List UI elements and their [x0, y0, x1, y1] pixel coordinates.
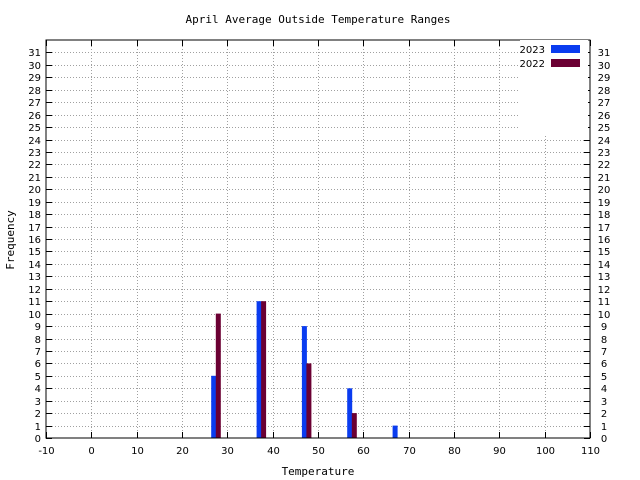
y-tick-label-left: 13	[28, 272, 41, 283]
legend: 2023 2022	[520, 40, 588, 134]
legend-label-2022: 2022	[520, 59, 545, 70]
bar-2022	[261, 301, 267, 438]
y-tick-label-right: 16	[598, 235, 611, 246]
bars	[211, 301, 398, 439]
y-tick-label-right: 7	[601, 347, 607, 358]
bar-2023	[301, 326, 307, 438]
x-tick-label: 60	[357, 446, 370, 457]
y-tick-label-left: 19	[28, 198, 41, 209]
bar-2022	[351, 413, 357, 438]
y-tick-label-left: 9	[35, 322, 41, 333]
y-tick-label-left: 22	[28, 160, 41, 171]
x-tick-label: 20	[176, 446, 189, 457]
y-tick-label-right: 6	[601, 359, 607, 370]
y-tick-label-left: 26	[28, 111, 41, 122]
bar-2022	[215, 313, 221, 438]
y-tick-label-right: 8	[601, 335, 607, 346]
y-tick-label-right: 4	[601, 384, 607, 395]
y-tick-label-right: 24	[598, 136, 611, 147]
y-tick-label-left: 17	[28, 223, 41, 234]
y-tick-label-left: 23	[28, 148, 41, 159]
y-tick-label-left: 2	[35, 409, 41, 420]
y-tick-label-left: 27	[28, 98, 41, 109]
legend-background	[520, 40, 588, 134]
y-tick-label-left: 7	[35, 347, 41, 358]
x-tick-label: 110	[581, 446, 600, 457]
y-tick-label-left: 24	[28, 136, 41, 147]
bar-2023	[347, 388, 353, 439]
bar-2023	[256, 301, 262, 438]
y-tick-label-left: 20	[28, 185, 41, 196]
y-tick-label-left: 30	[28, 61, 41, 72]
y-tick-label-right: 23	[598, 148, 611, 159]
y-tick-label-left: 0	[35, 434, 41, 445]
y-tick-label-left: 5	[35, 372, 41, 383]
y-tick-label-right: 30	[598, 61, 611, 72]
bar-2023	[211, 375, 217, 438]
y-tick-label-right: 9	[601, 322, 607, 333]
y-tick-label-left: 28	[28, 86, 41, 97]
x-axis-label: Temperature	[282, 465, 355, 478]
y-tick-label-left: 1	[35, 422, 41, 433]
y-tick-label-right: 2	[601, 409, 607, 420]
grid-lines	[46, 40, 590, 438]
y-tick-label-left: 21	[28, 173, 41, 184]
y-tick-label-left: 25	[28, 123, 41, 134]
x-tick-label: -10	[38, 446, 54, 457]
y-tick-label-left: 10	[28, 310, 41, 321]
legend-label-2023: 2023	[520, 45, 545, 56]
y-tick-label-left: 15	[28, 247, 41, 258]
y-tick-label-right: 12	[598, 285, 611, 296]
y-tick-label-left: 31	[28, 48, 41, 59]
y-tick-label-right: 28	[598, 86, 611, 97]
x-tick-label: 50	[312, 446, 325, 457]
y-tick-label-right: 0	[601, 434, 607, 445]
y-tick-label-left: 3	[35, 397, 41, 408]
y-tick-label-right: 5	[601, 372, 607, 383]
y-tick-label-left: 16	[28, 235, 41, 246]
y-tick-label-left: 4	[35, 384, 41, 395]
y-tick-label-right: 26	[598, 111, 611, 122]
y-tick-label-right: 13	[598, 272, 611, 283]
legend-swatch-2023	[551, 45, 580, 53]
y-tick-label-right: 20	[598, 185, 611, 196]
x-tick-label: 30	[221, 446, 234, 457]
y-tick-label-left: 12	[28, 285, 41, 296]
x-tick-label: 80	[448, 446, 461, 457]
y-tick-label-right: 29	[598, 73, 611, 84]
x-tick-label: 40	[267, 446, 280, 457]
y-tick-label-right: 10	[598, 310, 611, 321]
y-tick-label-left: 11	[28, 297, 41, 308]
chart-title: April Average Outside Temperature Ranges	[186, 13, 451, 26]
y-tick-label-right: 21	[598, 173, 611, 184]
y-tick-label-right: 1	[601, 422, 607, 433]
y-tick-label-right: 3	[601, 397, 607, 408]
y-tick-label-right: 22	[598, 160, 611, 171]
legend-swatch-2022	[551, 59, 580, 67]
y-tick-label-right: 27	[598, 98, 611, 109]
y-axis-label: Frequency	[4, 210, 17, 270]
y-tick-label-left: 18	[28, 210, 41, 221]
bar-2023	[392, 425, 398, 438]
y-tick-label-right: 15	[598, 247, 611, 258]
y-tick-label-right: 25	[598, 123, 611, 134]
y-tick-label-left: 14	[28, 260, 41, 271]
y-tick-label-left: 29	[28, 73, 41, 84]
x-tick-label: 10	[131, 446, 144, 457]
y-tick-label-right: 18	[598, 210, 611, 221]
y-tick-label-right: 31	[598, 48, 611, 59]
y-tick-label-left: 6	[35, 359, 41, 370]
x-tick-label: 0	[88, 446, 94, 457]
bar-2022	[306, 363, 312, 438]
y-tick-label-right: 11	[598, 297, 611, 308]
x-tick-label: 100	[536, 446, 555, 457]
y-tick-label-right: 17	[598, 223, 611, 234]
y-tick-label-left: 8	[35, 335, 41, 346]
y-tick-label-right: 19	[598, 198, 611, 209]
y-tick-label-right: 14	[598, 260, 611, 271]
x-tick-label: 90	[493, 446, 506, 457]
x-tick-label: 70	[403, 446, 416, 457]
